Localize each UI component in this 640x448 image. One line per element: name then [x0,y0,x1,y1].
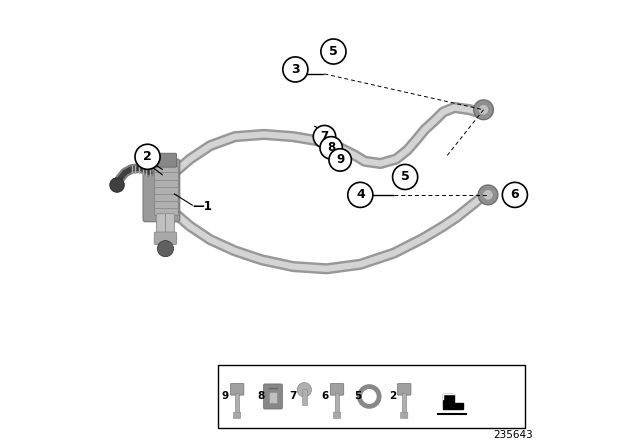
Bar [302,389,307,405]
FancyBboxPatch shape [146,153,177,167]
Circle shape [474,100,493,120]
Text: 3: 3 [291,63,300,76]
FancyBboxPatch shape [401,412,408,418]
FancyBboxPatch shape [234,412,241,418]
Circle shape [297,383,312,397]
Text: 6: 6 [511,188,519,202]
FancyBboxPatch shape [165,214,174,237]
FancyBboxPatch shape [157,214,165,237]
FancyBboxPatch shape [143,159,180,222]
Bar [218,365,525,428]
Circle shape [478,185,498,205]
Text: 4: 4 [356,188,365,202]
Bar [402,393,406,414]
FancyBboxPatch shape [264,384,282,409]
Text: 2: 2 [389,392,396,401]
Text: 5: 5 [401,170,410,184]
Circle shape [283,57,308,82]
Circle shape [478,104,489,115]
Text: 5: 5 [354,392,361,401]
FancyBboxPatch shape [397,383,411,395]
FancyBboxPatch shape [154,166,177,215]
Text: 7: 7 [289,392,296,401]
Circle shape [314,125,336,148]
Text: 7: 7 [321,130,328,143]
FancyBboxPatch shape [154,232,177,245]
Text: 8: 8 [258,392,265,401]
Text: 6: 6 [322,392,329,401]
Circle shape [157,241,173,257]
Text: 9: 9 [336,153,344,167]
Circle shape [135,144,160,169]
Circle shape [329,149,351,171]
FancyBboxPatch shape [333,412,340,418]
Circle shape [320,137,342,159]
Circle shape [392,164,418,190]
Text: 8: 8 [327,141,335,155]
Bar [235,393,239,414]
Bar [269,392,277,403]
Circle shape [321,39,346,64]
Text: 5: 5 [329,45,338,58]
FancyBboxPatch shape [330,383,344,395]
Polygon shape [443,394,463,409]
Bar [335,393,339,414]
Circle shape [348,182,373,207]
Circle shape [502,182,527,207]
Circle shape [483,190,493,200]
Text: —1: —1 [192,199,212,213]
Text: 235643: 235643 [493,430,533,440]
Text: 9: 9 [222,392,229,401]
FancyBboxPatch shape [230,383,244,395]
Circle shape [110,178,124,192]
Text: 2: 2 [143,150,152,164]
